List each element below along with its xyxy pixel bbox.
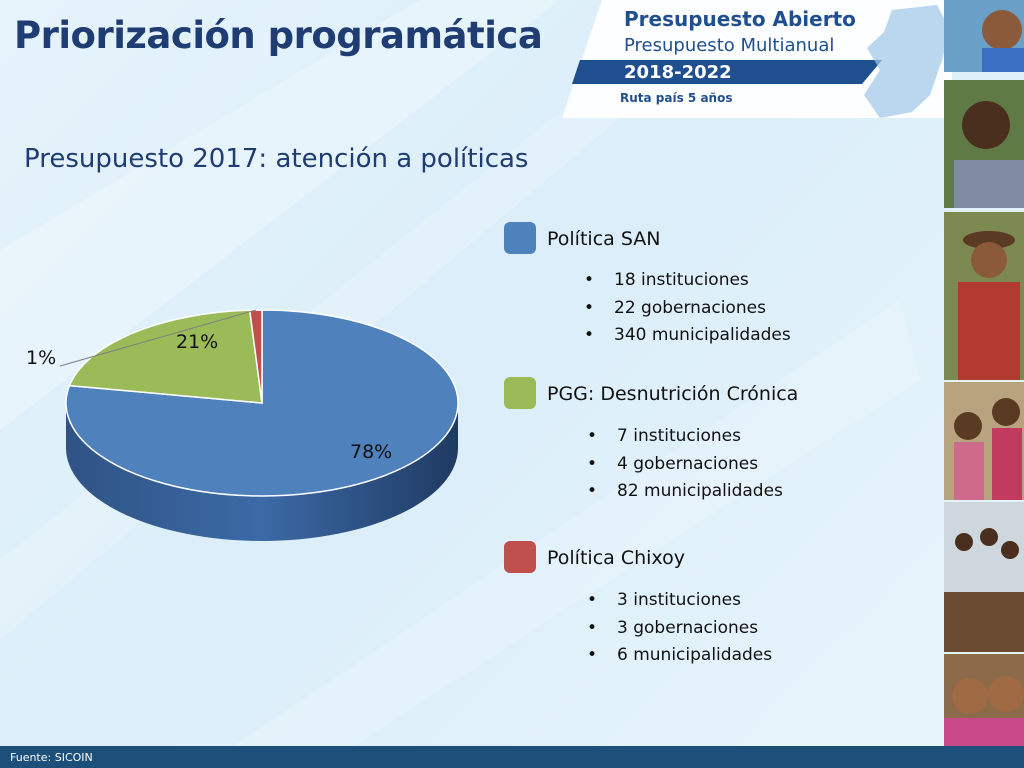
legend-swatch-chixoy — [504, 541, 536, 573]
list-item: 18 instituciones — [582, 267, 791, 295]
banner-subtitle: Presupuesto Multianual — [624, 35, 835, 56]
presupuesto-abierto-banner: Presupuesto Abierto Presupuesto Multianu… — [562, 0, 952, 118]
footer-bar: Fuente: SICOIN — [0, 746, 1024, 768]
list-item: 340 municipalidades — [582, 322, 791, 350]
banner-shape — [562, 0, 952, 118]
pie-label-pgg: 21% — [176, 331, 219, 353]
list-item: 82 municipalidades — [585, 478, 783, 506]
pie-top — [65, 309, 459, 497]
list-item: 3 instituciones — [585, 587, 772, 615]
list-item: 3 gobernaciones — [585, 615, 772, 643]
chart-subtitle: Presupuesto 2017: atención a políticas — [24, 144, 529, 174]
list-item: 7 instituciones — [585, 423, 783, 451]
pie-sides — [66, 403, 458, 541]
pie-slice-pgg — [68, 309, 263, 404]
pie-slice-san — [65, 309, 459, 497]
photo-girls — [944, 654, 1024, 746]
legend-bullets-pgg: 7 instituciones 4 gobernaciones 82 munic… — [585, 423, 783, 506]
banner-years: 2018-2022 — [624, 62, 732, 83]
photo-farmer — [944, 212, 1024, 380]
list-item: 6 municipalidades — [585, 642, 772, 670]
legend-bullets-san: 18 instituciones 22 gobernaciones 340 mu… — [582, 267, 791, 350]
banner-title: Presupuesto Abierto — [624, 7, 856, 31]
pie-label-san: 78% — [350, 441, 393, 463]
photo-child-1 — [944, 0, 1024, 72]
pie-chart — [59, 309, 459, 541]
page-title: Priorización programática — [14, 14, 543, 57]
legend-swatch-pgg — [504, 377, 536, 409]
leader-line-chixoy — [59, 309, 256, 367]
legend-label-san: Política SAN — [547, 228, 661, 250]
source-note: Fuente: SICOIN — [10, 751, 93, 764]
photo-child-2 — [944, 80, 1024, 208]
legend-bullets-chixoy: 3 instituciones 3 gobernaciones 6 munici… — [585, 587, 772, 670]
legend-label-pgg: PGG: Desnutrición Crónica — [547, 383, 799, 405]
pie-label-chixoy: 1% — [26, 347, 57, 369]
list-item: 4 gobernaciones — [585, 451, 783, 479]
legend-swatch-san — [504, 222, 536, 254]
pie-slice-san-side — [66, 403, 458, 541]
list-item: 22 gobernaciones — [582, 295, 791, 323]
banner-tagline: Ruta país 5 años — [620, 91, 733, 105]
photo-children-group — [944, 382, 1024, 500]
legend-label-chixoy: Política Chixoy — [547, 547, 685, 569]
photo-classroom — [944, 502, 1024, 652]
